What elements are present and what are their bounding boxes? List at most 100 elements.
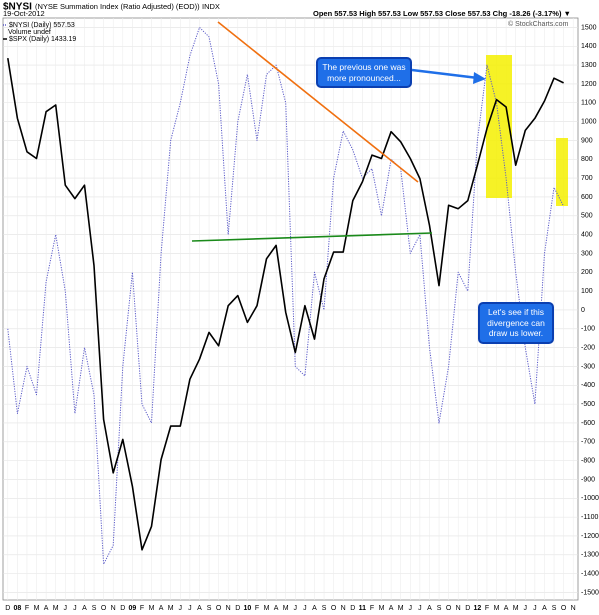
- x-tick-label: M: [264, 605, 270, 612]
- y-tick-label: -1000: [581, 495, 599, 502]
- callout: The previous one was more pronounced...: [316, 57, 412, 89]
- x-tick-label: N: [341, 605, 346, 612]
- symbol: $NYSI: [3, 2, 32, 13]
- x-tick-label: J: [188, 605, 192, 612]
- y-tick-label: 800: [581, 156, 593, 163]
- x-tick-label: D: [5, 605, 10, 612]
- trend-line: [217, 21, 419, 183]
- callout: Let's see if this divergence can draw us…: [478, 302, 554, 344]
- x-tick-label: D: [235, 605, 240, 612]
- x-tick-label: J: [418, 605, 422, 612]
- volume-label: Volume undef: [8, 29, 51, 36]
- y-tick-label: 1400: [581, 43, 597, 50]
- x-tick-label: D: [350, 605, 355, 612]
- x-tick-label: S: [552, 605, 557, 612]
- x-tick-label: M: [34, 605, 40, 612]
- y-tick-label: -800: [581, 457, 595, 464]
- x-tick-label: 09: [128, 605, 136, 612]
- x-tick-label: A: [542, 605, 547, 612]
- callout-arrow: [411, 68, 479, 80]
- y-tick-label: 700: [581, 175, 593, 182]
- x-tick-label: N: [226, 605, 231, 612]
- x-tick-label: F: [370, 605, 374, 612]
- x-tick-label: M: [53, 605, 59, 612]
- y-tick-label: 400: [581, 231, 593, 238]
- y-tick-label: -600: [581, 420, 595, 427]
- quote: Open 557.53 High 557.53 Low 557.53 Close…: [313, 9, 571, 18]
- x-tick-label: S: [207, 605, 212, 612]
- x-tick-label: M: [398, 605, 404, 612]
- x-tick-label: M: [379, 605, 385, 612]
- y-tick-label: -1200: [581, 533, 599, 540]
- y-tick-label: -300: [581, 363, 595, 370]
- x-tick-label: N: [571, 605, 576, 612]
- x-tick-label: 10: [243, 605, 251, 612]
- y-tick-label: 1500: [581, 24, 597, 31]
- x-tick-label: J: [303, 605, 307, 612]
- y-tick-label: 900: [581, 137, 593, 144]
- callout-arrowhead: [473, 72, 486, 84]
- y-tick-label: 1100: [581, 100, 596, 107]
- legend-label: $SPX (Daily) 1433.19: [9, 36, 76, 43]
- y-tick-label: 1200: [581, 81, 597, 88]
- support-line: [191, 232, 433, 242]
- x-tick-label: A: [427, 605, 432, 612]
- x-tick-label: A: [82, 605, 87, 612]
- x-tick-label: J: [179, 605, 183, 612]
- y-tick-label: -700: [581, 439, 595, 446]
- y-tick-label: 500: [581, 213, 593, 220]
- x-tick-label: O: [561, 605, 567, 612]
- x-tick-label: A: [159, 605, 164, 612]
- highlight-box: [556, 138, 568, 206]
- x-tick-label: O: [101, 605, 107, 612]
- x-tick-label: D: [120, 605, 125, 612]
- y-tick-label: 600: [581, 194, 593, 201]
- y-tick-label: -500: [581, 401, 595, 408]
- x-tick-label: N: [111, 605, 116, 612]
- y-tick-label: 0: [581, 307, 585, 314]
- x-tick-label: O: [446, 605, 452, 612]
- x-tick-label: M: [513, 605, 519, 612]
- x-tick-label: J: [524, 605, 528, 612]
- x-tick-label: O: [216, 605, 222, 612]
- y-tick-label: -1300: [581, 552, 599, 559]
- x-tick-label: A: [389, 605, 394, 612]
- x-tick-label: M: [283, 605, 289, 612]
- y-tick-label: 1300: [581, 62, 597, 69]
- y-tick-label: -100: [581, 326, 595, 333]
- y-tick-label: 300: [581, 250, 593, 257]
- x-tick-label: A: [44, 605, 49, 612]
- y-tick-label: 1000: [581, 118, 597, 125]
- y-tick-label: -400: [581, 382, 595, 389]
- x-tick-label: J: [409, 605, 413, 612]
- x-tick-label: A: [504, 605, 509, 612]
- spx-line: [7, 57, 564, 551]
- x-tick-label: 08: [13, 605, 21, 612]
- exchange: INDX: [202, 2, 220, 11]
- chart-title: (NYSE Summation Index (Ratio Adjusted) (…: [35, 2, 200, 11]
- y-tick-label: -1400: [581, 570, 599, 577]
- x-tick-label: A: [274, 605, 279, 612]
- x-tick-label: A: [197, 605, 202, 612]
- legend-label: $NYSI (Daily) 557.53: [9, 22, 75, 29]
- x-tick-label: F: [485, 605, 489, 612]
- x-tick-label: J: [64, 605, 68, 612]
- y-tick-label: -1500: [581, 589, 599, 596]
- x-tick-label: S: [322, 605, 327, 612]
- x-tick-label: J: [73, 605, 77, 612]
- x-tick-label: M: [149, 605, 155, 612]
- nysi-line: [7, 26, 565, 565]
- y-tick-label: -1100: [581, 514, 598, 521]
- x-tick-label: M: [168, 605, 174, 612]
- x-tick-label: 12: [473, 605, 481, 612]
- y-tick-label: 200: [581, 269, 593, 276]
- y-tick-label: -900: [581, 476, 595, 483]
- x-tick-label: F: [255, 605, 259, 612]
- x-tick-label: D: [465, 605, 470, 612]
- y-tick-label: 100: [581, 288, 593, 295]
- x-tick-label: S: [92, 605, 97, 612]
- x-tick-label: O: [331, 605, 337, 612]
- x-tick-label: A: [312, 605, 317, 612]
